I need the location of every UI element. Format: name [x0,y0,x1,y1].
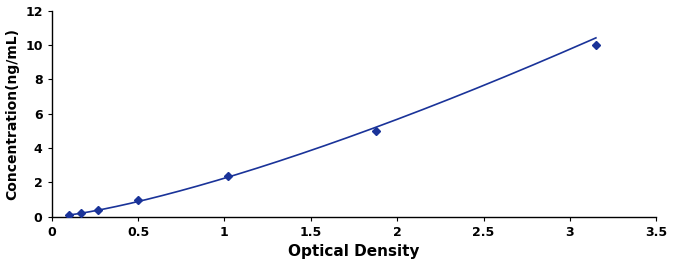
Y-axis label: Concentration(ng/mL): Concentration(ng/mL) [5,28,20,200]
X-axis label: Optical Density: Optical Density [288,244,420,259]
